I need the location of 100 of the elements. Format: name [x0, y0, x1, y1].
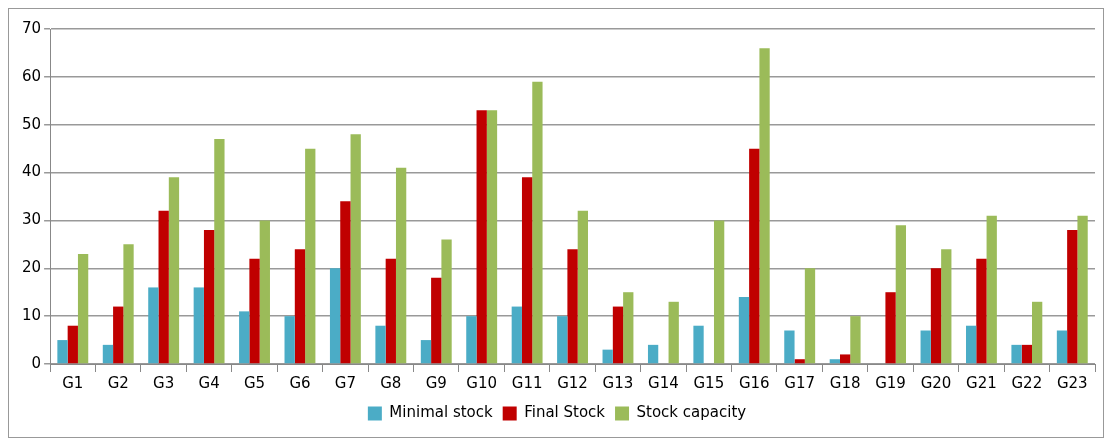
- bar: [693, 325, 704, 364]
- bar: [965, 325, 977, 364]
- bar: [77, 253, 89, 364]
- bar: [577, 210, 588, 364]
- bar: [193, 287, 204, 364]
- y-tick-label: 50: [21, 114, 42, 133]
- bar: [567, 249, 578, 364]
- x-tick-label: G2: [107, 373, 129, 392]
- bar: [895, 225, 907, 364]
- bar: [1077, 215, 1088, 364]
- bar: [350, 134, 361, 364]
- x-tick-label: G21: [966, 373, 997, 392]
- x-tick-label: G19: [875, 373, 906, 392]
- x-tick-label: G5: [243, 373, 266, 392]
- legend-label: Minimal stock: [389, 403, 493, 422]
- x-tick-label: G17: [784, 373, 816, 392]
- bar: [532, 81, 543, 364]
- x-tick-label: G7: [334, 373, 356, 392]
- x-tick-label: G23: [1056, 373, 1088, 392]
- bar: [239, 311, 250, 364]
- bar: [1032, 301, 1043, 364]
- y-tick-label: 70: [21, 18, 42, 37]
- bar: [713, 220, 725, 364]
- bar: [1021, 344, 1032, 364]
- bar: [1056, 330, 1068, 364]
- bar: [385, 258, 396, 364]
- bar: [148, 287, 159, 364]
- bar: [976, 258, 987, 364]
- bar: [920, 330, 931, 364]
- x-tick-label: G20: [920, 373, 952, 392]
- x-tick-label: G18: [829, 373, 861, 392]
- bar: [784, 330, 795, 364]
- bar: [850, 316, 861, 364]
- bar: [941, 249, 952, 364]
- bar: [158, 210, 169, 364]
- bar: [67, 325, 78, 364]
- bar: [395, 167, 407, 364]
- x-tick-label: G8: [380, 373, 402, 392]
- x-tick-label: G12: [557, 373, 588, 392]
- bar: [511, 306, 522, 364]
- x-tick-label: G22: [1011, 373, 1043, 392]
- bar: [738, 297, 750, 364]
- bar: [476, 110, 487, 364]
- bar: [1067, 230, 1078, 364]
- bar: [623, 292, 634, 364]
- y-tick-label: 40: [21, 162, 42, 181]
- x-tick-label: G4: [198, 373, 220, 392]
- legend-label: Stock capacity: [636, 403, 747, 422]
- bar: [329, 268, 341, 364]
- legend-label: Final Stock: [524, 403, 606, 422]
- bar: [521, 177, 533, 364]
- bar: [557, 316, 568, 364]
- x-tick-label: G3: [153, 373, 175, 392]
- bar: [804, 268, 816, 364]
- bar: [794, 359, 805, 364]
- x-tick-label: G16: [738, 373, 770, 392]
- bar: [612, 306, 624, 364]
- bar: [668, 301, 679, 364]
- bar: [123, 244, 134, 364]
- bar: [839, 354, 851, 364]
- bar: [885, 292, 896, 364]
- bar: [930, 268, 942, 364]
- x-tick-label: G6: [289, 373, 311, 392]
- bar: [284, 316, 295, 364]
- bar: [203, 230, 215, 364]
- bar: [259, 220, 270, 364]
- bar: [829, 359, 840, 364]
- x-tick-label: G15: [693, 373, 725, 392]
- x-tick-label: G11: [511, 373, 543, 392]
- bar: [466, 316, 477, 364]
- y-tick-label: 30: [21, 210, 42, 229]
- y-tick-label: 0: [31, 353, 42, 372]
- bar: [647, 344, 659, 364]
- bar: [168, 177, 180, 364]
- x-tick-label: G9: [425, 373, 447, 392]
- bar: [420, 340, 432, 364]
- bar: [602, 349, 613, 364]
- y-tick-label: 10: [21, 306, 42, 325]
- bar: [340, 201, 351, 364]
- bar: [431, 277, 442, 364]
- x-tick-label: G14: [648, 373, 679, 392]
- y-tick-label: 20: [21, 258, 42, 277]
- x-tick-label: G10: [466, 373, 498, 392]
- bar: [749, 148, 760, 364]
- bar: [249, 258, 260, 364]
- bar: [102, 344, 114, 364]
- bar: [113, 306, 124, 364]
- bar: [305, 148, 316, 364]
- bar: [214, 139, 225, 364]
- bar: [1011, 344, 1022, 364]
- y-tick-label: 60: [21, 66, 42, 85]
- bar: [57, 340, 68, 364]
- bar: [986, 215, 997, 364]
- bar: [441, 239, 452, 364]
- bar: [759, 48, 770, 364]
- bar: [294, 249, 306, 364]
- x-tick-label: G1: [62, 373, 84, 392]
- bar: [486, 110, 498, 364]
- x-tick-label: G13: [602, 373, 634, 392]
- bar: [375, 325, 386, 364]
